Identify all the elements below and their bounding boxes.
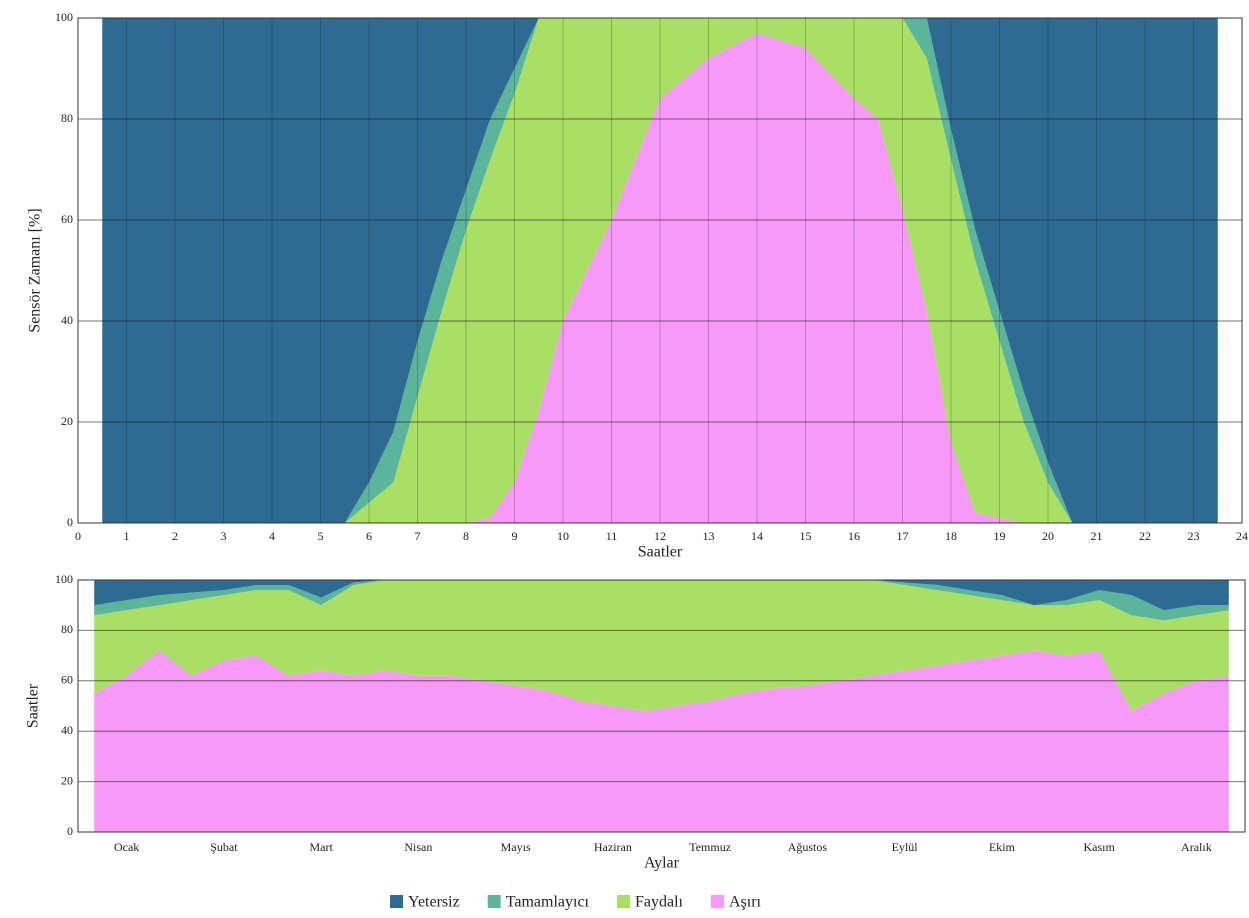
x-tick-label: 8: [463, 529, 469, 543]
x-tick-label: 20: [1042, 529, 1054, 543]
x-tick-label: 23: [1188, 529, 1200, 543]
area: [94, 580, 1229, 621]
legend-label: Faydalı: [635, 894, 684, 911]
x-axis-label: Saatler: [638, 544, 683, 561]
y-tick-label: 20: [61, 414, 73, 428]
x-tick-label: 3: [221, 529, 227, 543]
area: [102, 18, 1218, 523]
x-tick-label: Ekim: [989, 840, 1016, 854]
x-tick-label: 13: [703, 529, 715, 543]
x-tick-label: Mayıs: [501, 840, 531, 854]
x-tick-label: 15: [800, 529, 812, 543]
y-tick-label: 0: [67, 515, 73, 529]
y-tick-label: 60: [61, 673, 73, 687]
x-tick-label: Şubat: [210, 840, 238, 854]
area: [94, 650, 1229, 832]
x-tick-label: Haziran: [594, 840, 632, 854]
x-tick-label: 18: [945, 529, 957, 543]
legend-swatch: [617, 895, 630, 908]
x-tick-label: Mart: [309, 840, 333, 854]
x-tick-label: 9: [512, 529, 518, 543]
y-tick-label: 80: [61, 622, 73, 636]
legend-label: Yetersiz: [408, 894, 460, 911]
x-tick-label: 10: [557, 529, 569, 543]
y-axis-label: Sensör Zamanı [%]: [27, 208, 44, 332]
x-tick-label: Ağustos: [788, 840, 828, 854]
x-tick-label: 6: [366, 529, 372, 543]
x-tick-label: Temmuz: [689, 840, 731, 854]
x-tick-label: 16: [848, 529, 860, 543]
legend-swatch: [487, 895, 501, 908]
area: [102, 33, 1218, 524]
plot-frame: [77, 579, 1246, 833]
x-tick-label: 14: [751, 529, 763, 543]
y-tick-label: 80: [61, 111, 73, 125]
x-tick-label: 1: [124, 529, 130, 543]
x-tick-label: 5: [318, 529, 324, 543]
x-tick-label: Ocak: [114, 840, 139, 854]
plot-frame: [77, 17, 1243, 524]
x-tick-label: Kasım: [1083, 840, 1115, 854]
x-tick-label: Aralık: [1181, 840, 1212, 854]
legend-swatch: [711, 895, 724, 908]
y-tick-label: 40: [61, 723, 73, 737]
legend-label: Aşırı: [729, 894, 762, 911]
area: [94, 580, 1229, 611]
legend-swatch: [390, 895, 403, 908]
y-tick-label: 20: [61, 773, 73, 787]
x-tick-label: 4: [269, 529, 275, 543]
x-tick-label: 24: [1236, 529, 1248, 543]
y-tick-label: 100: [55, 10, 73, 24]
x-tick-label: 22: [1139, 529, 1151, 543]
y-tick-label: 40: [61, 313, 73, 327]
x-tick-label: 11: [606, 529, 618, 543]
y-tick-label: 0: [67, 824, 73, 838]
y-tick-label: 100: [55, 572, 73, 586]
x-tick-label: 2: [172, 529, 178, 543]
x-tick-label: 19: [994, 529, 1006, 543]
x-tick-label: Eylül: [892, 840, 919, 854]
x-tick-label: 12: [654, 529, 666, 543]
x-tick-label: 7: [415, 529, 421, 543]
y-axis-label: Saatler: [25, 683, 42, 728]
x-tick-label: 0: [75, 529, 81, 543]
y-tick-label: 60: [61, 212, 73, 226]
legend-label: Tamamlayıcı: [506, 894, 590, 911]
area: [94, 580, 1229, 712]
x-tick-label: 21: [1091, 529, 1103, 543]
area: [102, 18, 1218, 523]
x-tick-label: 17: [897, 529, 909, 543]
x-tick-label: Nisan: [404, 840, 432, 854]
x-axis-label: Aylar: [644, 855, 680, 872]
